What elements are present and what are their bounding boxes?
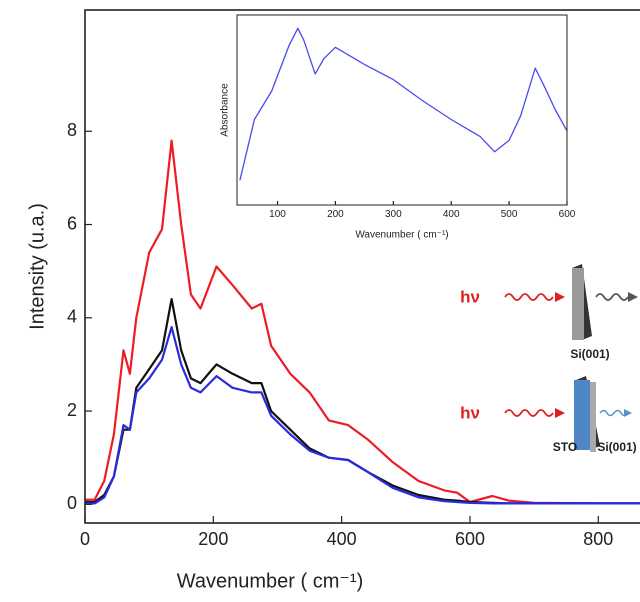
light-wave <box>504 409 554 417</box>
x-tick-label: 100 <box>269 209 286 220</box>
inset-chart: 100 200 300 400 500 600 Wavenumber ( cm⁻¹) Abso… <box>220 14 576 241</box>
x-tick-label: 600 <box>559 209 576 220</box>
annotation: STO <box>553 440 577 454</box>
x-tick-label: 600 <box>455 529 485 549</box>
y-tick-label: 8 <box>67 120 77 140</box>
y-tick-label: 4 <box>67 307 77 327</box>
main-chart: 0 200 400 600 800 0 2 4 6 8 Wavenumber ( cm⁻¹) Inte… <box>26 9 640 592</box>
x-axis-label: Wavenumber ( cm⁻¹) <box>177 570 364 592</box>
schematic-bottom <box>504 376 632 452</box>
x-axis-label: Wavenumber ( cm⁻¹) <box>355 230 448 241</box>
data-line <box>239 27 567 181</box>
x-tick-label: 200 <box>198 529 228 549</box>
annotation: hν <box>460 287 480 306</box>
x-tick-label: 400 <box>327 529 357 549</box>
data-line <box>85 326 640 505</box>
y-axis-label: Intensity (u.a.) <box>26 203 48 330</box>
out-wave <box>595 293 629 301</box>
data-line <box>85 298 640 505</box>
out-wave <box>599 409 629 417</box>
light-wave <box>504 293 554 301</box>
x-tick-label: 500 <box>501 209 518 220</box>
inset-background <box>237 15 567 205</box>
x-tick-label: 800 <box>583 529 613 549</box>
x-tick-label: 200 <box>327 209 344 220</box>
plot-area <box>85 139 640 505</box>
x-tick-label: 400 <box>443 209 460 220</box>
schematic-top <box>504 264 638 340</box>
annotation: Si(001) <box>597 440 636 454</box>
si-slab <box>572 268 584 340</box>
x-tick-label: 300 <box>385 209 402 220</box>
si-slab <box>590 382 596 452</box>
annotation: hν <box>460 403 480 422</box>
arrow-head <box>555 408 565 418</box>
y-tick-label: 2 <box>67 400 77 420</box>
axes-frame <box>236 14 568 206</box>
axes-frame <box>84 9 640 524</box>
y-tick-label: 6 <box>67 213 77 233</box>
arrow-head <box>624 409 632 417</box>
arrow-head <box>628 292 638 302</box>
plot-area <box>239 27 567 181</box>
y-axis-label: Absorbance <box>220 83 231 137</box>
x-tick-label: 0 <box>80 529 90 549</box>
y-tick-label: 0 <box>67 493 77 513</box>
annotation: Si(001) <box>570 347 609 361</box>
sto-slab <box>574 380 590 450</box>
arrow-head <box>555 292 565 302</box>
data-line <box>85 139 640 505</box>
